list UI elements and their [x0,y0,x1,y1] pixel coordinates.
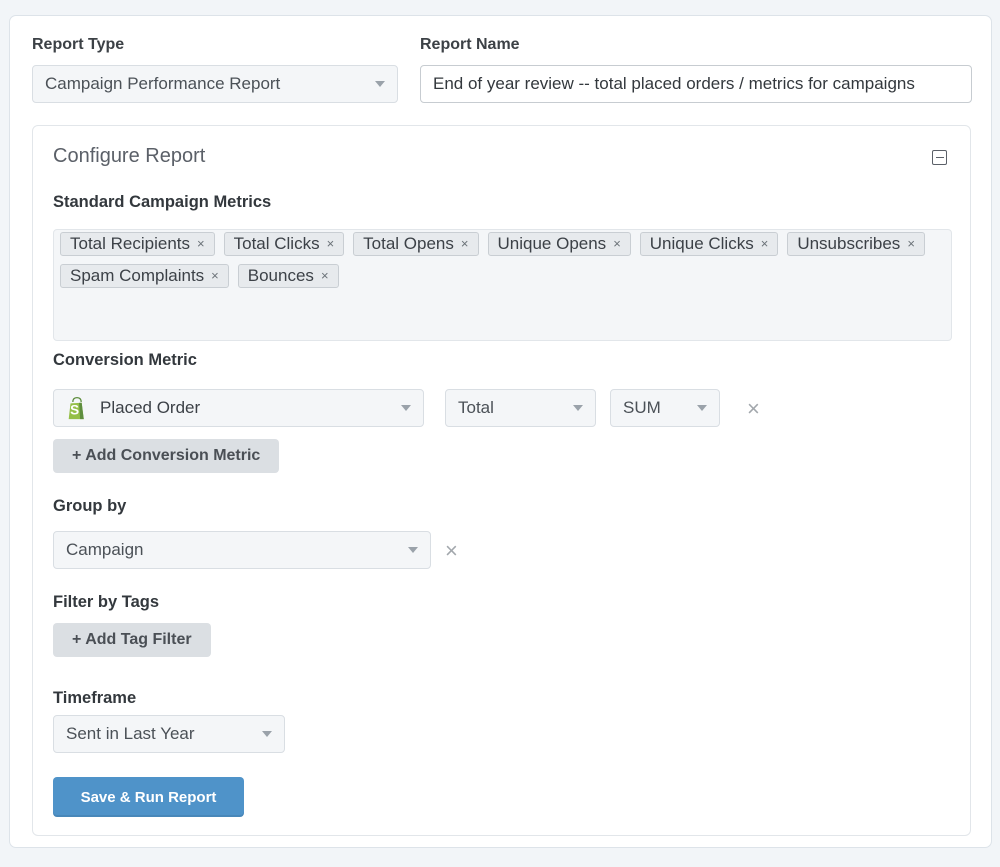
svg-text:S: S [70,403,79,418]
